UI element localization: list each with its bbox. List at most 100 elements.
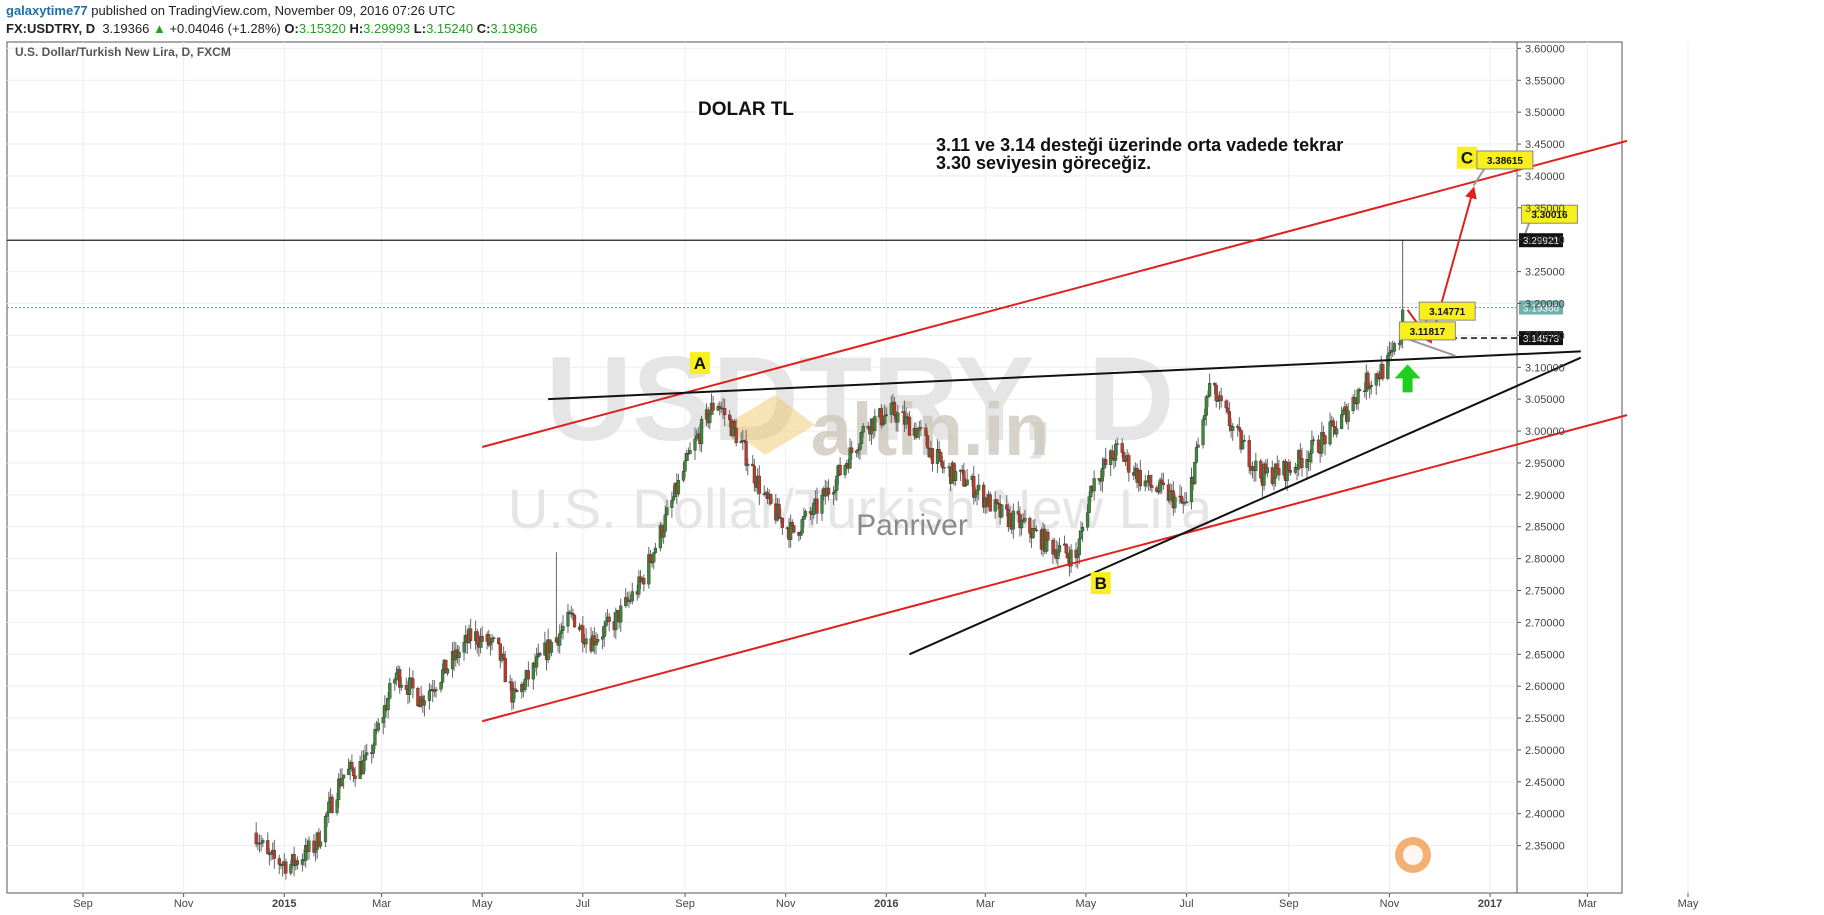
- candle: [1087, 491, 1091, 514]
- y-tick-label: 3.45000: [1525, 139, 1565, 151]
- candle-body: [561, 626, 565, 631]
- candle-body: [1046, 531, 1050, 541]
- candle-body: [601, 636, 605, 640]
- candle: [820, 488, 824, 521]
- candle: [399, 676, 403, 691]
- y-tick-label: 3.30000: [1525, 235, 1565, 247]
- candle-body: [973, 494, 977, 498]
- time-axis[interactable]: Sep Nov 2015 Mar May Jul Sep Nov 2016 Mar May Jul Se…: [73, 893, 1699, 910]
- candle-body: [469, 628, 473, 641]
- y-tick-label: 2.90000: [1525, 490, 1565, 502]
- candle-body: [1201, 419, 1205, 446]
- candle-body: [619, 605, 623, 623]
- price-axis-frame: [1516, 41, 1623, 894]
- candle: [861, 422, 865, 438]
- candle: [792, 525, 796, 534]
- candle-body: [559, 630, 563, 634]
- author-link[interactable]: galaxytime77: [6, 3, 88, 18]
- candle: [353, 766, 357, 787]
- candle-body: [963, 484, 968, 487]
- y-tick-label: 3.05000: [1525, 394, 1565, 406]
- candle-body: [940, 461, 945, 468]
- candle: [708, 413, 712, 430]
- candle: [1392, 341, 1396, 355]
- candle-body: [954, 471, 958, 481]
- candle-body: [594, 641, 598, 646]
- y-tick-label: 3.25000: [1525, 267, 1565, 279]
- point-label: C: [1461, 149, 1473, 168]
- candle: [1184, 492, 1189, 504]
- candle-body: [930, 448, 935, 464]
- low-label: L:: [413, 21, 427, 36]
- candle-body: [1275, 463, 1279, 469]
- price-chart[interactable]: USDTRY, DU.S. Dollar/Turkish New Liraalt…: [0, 40, 1824, 915]
- candle-body: [277, 858, 281, 865]
- candle-body: [663, 514, 667, 532]
- candle-body: [535, 656, 539, 668]
- candle: [977, 473, 981, 501]
- symbol-label[interactable]: FX:USDTRY, D: [6, 21, 96, 36]
- candle-body: [1005, 504, 1009, 510]
- candle-body: [1247, 440, 1251, 468]
- candle-body: [831, 492, 836, 495]
- candle: [538, 651, 542, 657]
- candle: [1201, 416, 1205, 449]
- candle-body: [803, 511, 808, 517]
- candle-body: [1356, 389, 1360, 404]
- candle: [843, 464, 847, 479]
- candle-body: [671, 496, 676, 501]
- chart-widgets: [1395, 837, 1431, 873]
- candle-body: [1127, 455, 1131, 473]
- candle-body: [1066, 552, 1070, 558]
- candle-body: [427, 690, 432, 701]
- y-tick-label: 2.55000: [1525, 713, 1565, 725]
- y-tick-label: 3.60000: [1525, 43, 1565, 55]
- candle-body: [1341, 409, 1345, 415]
- y-tick-label: 2.50000: [1525, 745, 1565, 757]
- candle-body: [571, 612, 575, 616]
- candle-body: [492, 637, 496, 639]
- candle-body: [398, 669, 402, 688]
- candle-body: [1328, 421, 1332, 445]
- candle: [1000, 504, 1004, 519]
- candle-body: [411, 678, 415, 689]
- candle-body: [1226, 407, 1230, 412]
- price-axis[interactable]: 3.29921 3.19366 3.14573 3.60000 3.55000 3.500…: [1517, 43, 1565, 853]
- point-label-bg: [1090, 572, 1111, 595]
- candle-body: [939, 452, 943, 463]
- candle: [1259, 458, 1263, 483]
- candle-body: [808, 511, 813, 514]
- candle-body: [670, 499, 674, 508]
- candle: [1034, 525, 1039, 533]
- candle: [1274, 463, 1278, 487]
- candle-body: [261, 840, 265, 844]
- candle: [1321, 425, 1326, 445]
- candle: [1358, 387, 1362, 393]
- candle-body: [1150, 485, 1154, 488]
- callout-label: 3.30016: [1531, 210, 1568, 221]
- candle-body: [988, 494, 992, 512]
- candle-body: [676, 480, 681, 495]
- candle-body: [404, 684, 408, 690]
- candle-body: [1196, 444, 1200, 448]
- candle-body: [995, 499, 999, 504]
- candle-body: [1203, 415, 1207, 420]
- candle-body: [340, 778, 344, 786]
- candle-body: [549, 642, 554, 653]
- candle-body: [330, 796, 334, 813]
- candle-body: [1227, 411, 1232, 426]
- x-tick-label: Mar: [1578, 898, 1597, 910]
- candle-body: [1265, 467, 1269, 474]
- x-tick-label: Mar: [372, 898, 391, 910]
- candle: [1323, 434, 1327, 456]
- x-tick-label: 2016: [874, 898, 898, 910]
- candle-body: [1346, 410, 1350, 422]
- candle-body: [523, 678, 527, 691]
- x-tick-label: Mar: [976, 898, 995, 910]
- candle: [1028, 516, 1032, 543]
- candle: [838, 457, 842, 476]
- candle-body: [353, 775, 357, 779]
- y-tick-label: 2.40000: [1525, 809, 1565, 821]
- candle-body: [272, 850, 276, 859]
- candle: [1231, 422, 1235, 441]
